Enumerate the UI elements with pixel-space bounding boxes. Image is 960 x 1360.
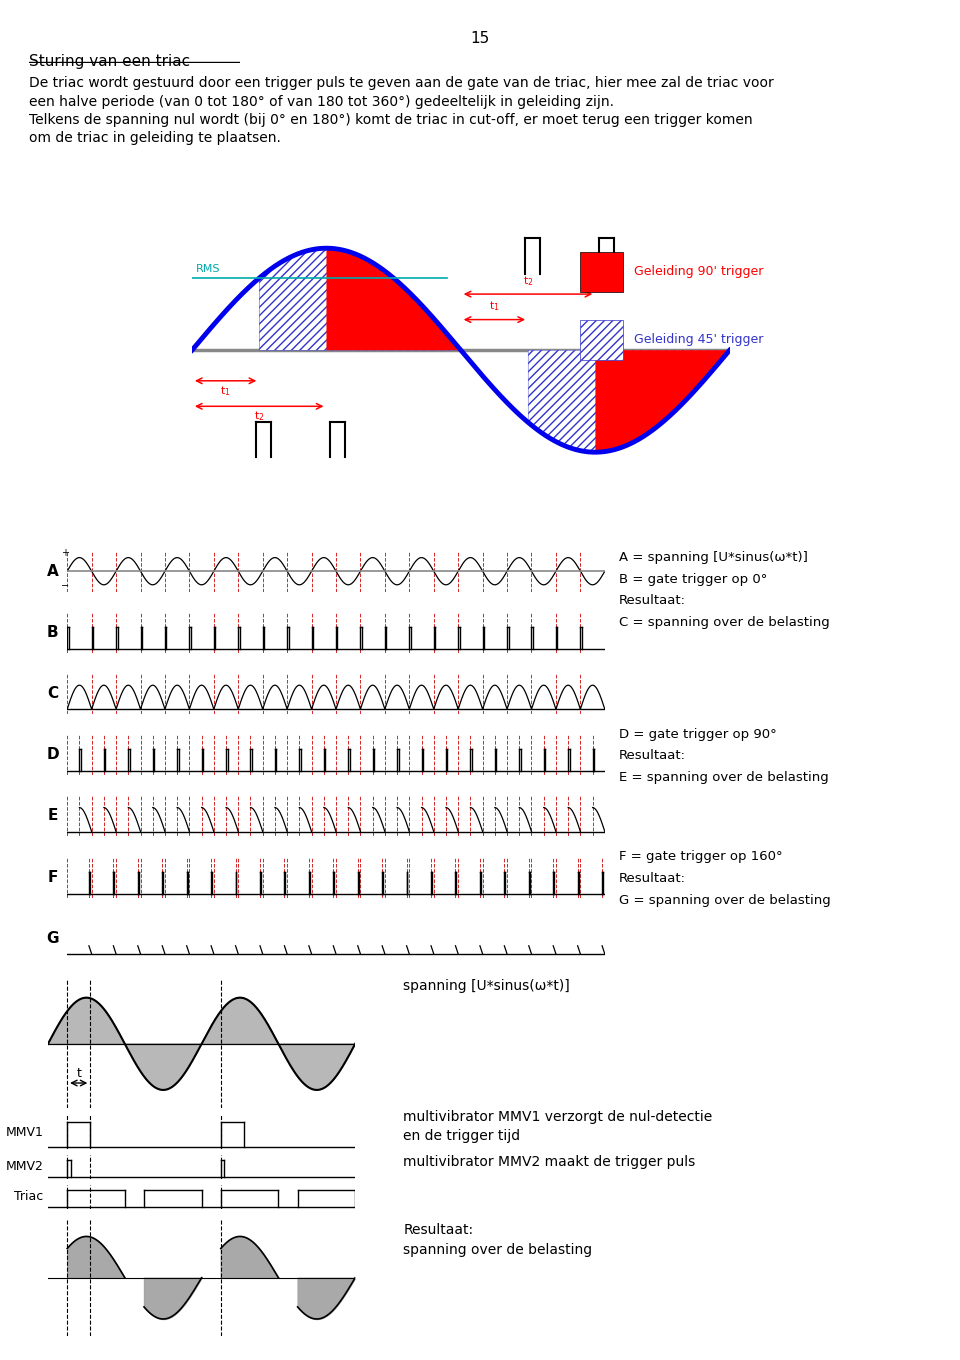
Text: t: t [76,1068,82,1080]
Text: +: + [60,548,69,558]
Text: MMV1: MMV1 [6,1126,43,1138]
Bar [580,252,623,292]
Text: multivibrator MMV2 maakt de trigger puls: multivibrator MMV2 maakt de trigger puls [403,1155,695,1168]
Text: MMV2: MMV2 [6,1160,43,1174]
Text: multivibrator MMV1 verzorgt de nul-detectie: multivibrator MMV1 verzorgt de nul-detec… [403,1110,712,1123]
Text: t$_1$: t$_1$ [489,299,500,313]
Text: Telkens de spanning nul wordt (bij 0° en 180°) komt de triac in cut-off, er moet: Telkens de spanning nul wordt (bij 0° en… [29,113,753,126]
Text: Triac: Triac [14,1190,43,1204]
Text: 15: 15 [470,31,490,46]
Text: D = gate trigger op 90°: D = gate trigger op 90° [619,728,777,741]
Text: De triac wordt gestuurd door een trigger puls te geven aan de gate van de triac,: De triac wordt gestuurd door een trigger… [29,76,774,90]
Text: G: G [46,930,60,947]
Text: t$_1$: t$_1$ [220,384,231,398]
Text: B = gate trigger op 0°: B = gate trigger op 0° [619,573,768,586]
Text: F = gate trigger op 160°: F = gate trigger op 160° [619,850,782,864]
Text: A = spanning [U*sinus(ω*t)]: A = spanning [U*sinus(ω*t)] [619,551,808,564]
Text: B: B [47,624,59,641]
Text: spanning over de belasting: spanning over de belasting [403,1243,592,1257]
Text: A: A [47,563,59,579]
Text: Resultaat:: Resultaat: [403,1223,473,1236]
Text: RMS: RMS [196,264,221,273]
Text: F: F [48,869,58,885]
Text: C = spanning over de belasting: C = spanning over de belasting [619,616,830,630]
Bar [580,320,623,360]
Text: D: D [46,747,60,763]
Text: C: C [47,685,59,702]
Text: G = spanning over de belasting: G = spanning over de belasting [619,894,831,907]
Text: E: E [48,808,58,824]
Text: Geleiding 45' trigger: Geleiding 45' trigger [635,333,764,347]
Text: Resultaat:: Resultaat: [619,872,686,885]
Text: −: − [60,581,69,590]
Text: t$_2$: t$_2$ [522,273,534,288]
Text: Sturing van een triac: Sturing van een triac [29,54,190,69]
Text: Geleiding 90' trigger: Geleiding 90' trigger [635,265,764,279]
Text: t$_2$: t$_2$ [253,409,265,423]
Text: en de trigger tijd: en de trigger tijd [403,1129,520,1142]
Text: E = spanning over de belasting: E = spanning over de belasting [619,771,828,785]
Text: Resultaat:: Resultaat: [619,594,686,608]
Text: Resultaat:: Resultaat: [619,749,686,763]
Text: om de triac in geleiding te plaatsen.: om de triac in geleiding te plaatsen. [29,132,280,146]
Text: een halve periode (van 0 tot 180° of van 180 tot 360°) gedeeltelijk in geleiding: een halve periode (van 0 tot 180° of van… [29,95,613,109]
Text: spanning [U*sinus(ω*t)]: spanning [U*sinus(ω*t)] [403,979,570,993]
